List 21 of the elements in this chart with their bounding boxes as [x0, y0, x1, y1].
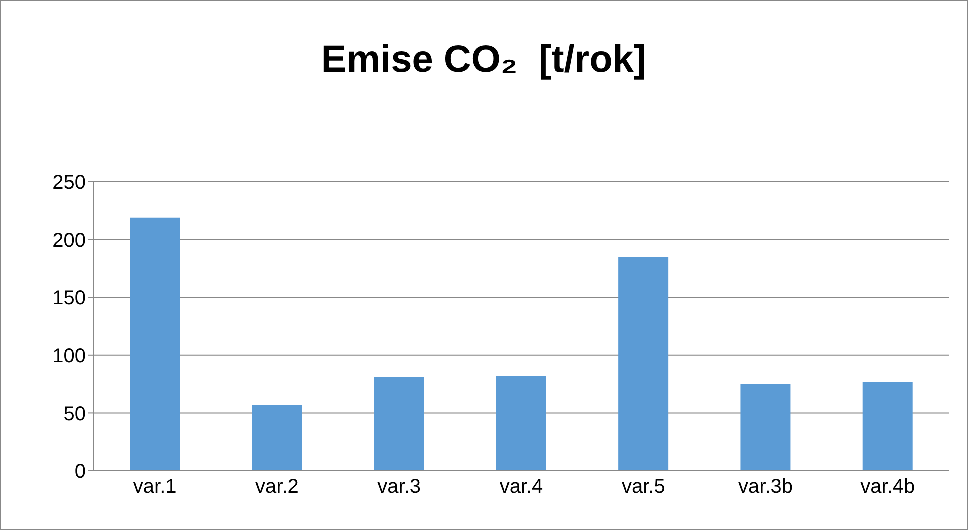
- x-tick-label: var.4: [500, 476, 544, 498]
- x-tick-label: var.5: [622, 476, 666, 498]
- bar: [496, 376, 546, 471]
- x-tick-label: var.3b: [738, 476, 794, 498]
- y-tick-label: 50: [64, 403, 86, 426]
- chart-title: Emise CO₂ [t/rok]: [320, 39, 648, 82]
- bar: [374, 377, 424, 471]
- x-tick-label: var.2: [256, 476, 299, 498]
- y-tick-label: 150: [52, 288, 86, 310]
- x-tick-label: var.3: [378, 476, 422, 498]
- x-tick-label: var.1: [133, 476, 177, 498]
- y-tick-label: 100: [52, 346, 86, 368]
- x-tick-label: var.4b: [860, 476, 916, 498]
- bar: [130, 218, 180, 471]
- bar: [252, 405, 302, 471]
- y-tick-label: 200: [52, 230, 86, 252]
- bar: [862, 382, 913, 471]
- y-tick-label: 250: [52, 172, 86, 194]
- bar: [618, 257, 669, 471]
- bar: [740, 384, 791, 471]
- y-tick-label: 0: [74, 461, 86, 484]
